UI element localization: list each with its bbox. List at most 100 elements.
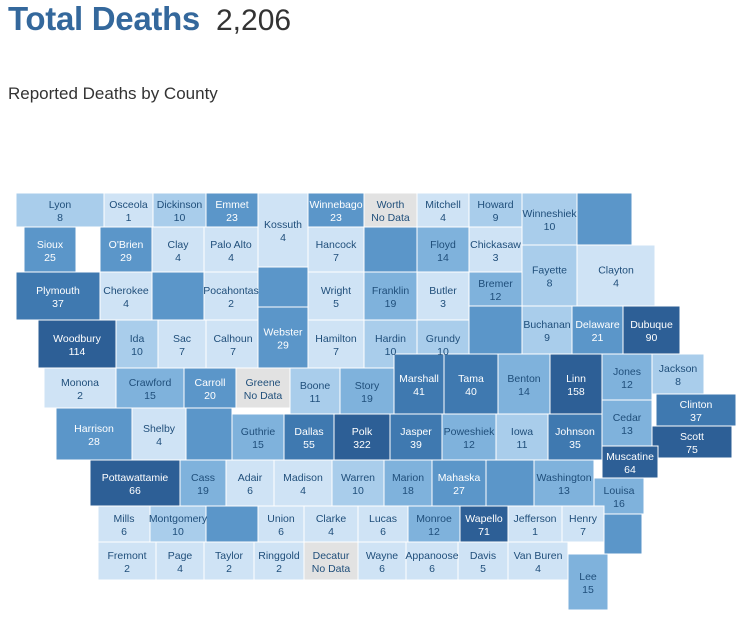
county-label-dubuque: Dubuque — [630, 319, 673, 331]
county-label-tama: Tama — [458, 373, 484, 385]
county-value-hancock: 7 — [333, 252, 339, 264]
county-label-benton: Benton — [507, 373, 540, 385]
county-keokuk[interactable] — [485, 459, 535, 507]
county-cedar[interactable] — [601, 399, 653, 447]
county-label-fayette: Fayette — [532, 265, 567, 277]
county-label-decatur: Decatur — [313, 550, 350, 562]
county-chickasaw[interactable] — [468, 226, 523, 274]
county-black-hawk[interactable] — [468, 305, 523, 355]
county-cerro-gordo[interactable] — [363, 226, 418, 274]
county-mitchell[interactable] — [416, 192, 470, 228]
county-monona[interactable] — [43, 367, 117, 409]
county-wright[interactable] — [307, 271, 365, 321]
county-label-hancock: Hancock — [316, 239, 358, 251]
county-van-buren[interactable] — [507, 541, 569, 581]
county-des-moines[interactable] — [603, 513, 643, 555]
total-deaths-value: 2,206 — [215, 4, 292, 37]
county-union[interactable] — [257, 505, 305, 543]
county-johnson[interactable] — [547, 413, 603, 461]
county-pocahontas[interactable] — [203, 271, 259, 321]
county-pottawattamie[interactable] — [89, 459, 181, 507]
county-value-carroll: 20 — [204, 390, 216, 402]
county-label-cherokee: Cherokee — [103, 285, 149, 297]
county-delaware[interactable] — [571, 305, 624, 355]
county-audubon[interactable] — [185, 407, 233, 461]
county-sioux[interactable] — [23, 226, 77, 274]
county-boone[interactable] — [289, 367, 341, 415]
county-fremont[interactable] — [97, 541, 157, 581]
county-decatur[interactable] — [303, 541, 359, 581]
county-marion[interactable] — [383, 459, 433, 507]
county-lucas[interactable] — [357, 505, 409, 543]
county-kossuth[interactable] — [257, 192, 309, 268]
county-label-ringgold: Ringgold — [258, 550, 300, 562]
county-label-marion: Marion — [392, 472, 424, 484]
county-adams[interactable] — [205, 505, 259, 543]
county-lee[interactable] — [567, 553, 609, 611]
county-winneshiek[interactable] — [521, 192, 578, 246]
county-value-hamilton: 7 — [333, 346, 339, 358]
county-label-cass: Cass — [191, 472, 215, 484]
county-label-johnson: Johnson — [555, 426, 595, 438]
county-franklin[interactable] — [363, 271, 418, 321]
county-shelby[interactable] — [131, 407, 187, 461]
county-dallas[interactable] — [283, 413, 335, 461]
county-clarke[interactable] — [303, 505, 359, 543]
county-marshall[interactable] — [393, 353, 445, 415]
county-jones[interactable] — [601, 353, 653, 401]
county-scott[interactable] — [651, 425, 733, 459]
county-value-johnson: 35 — [569, 439, 581, 451]
county-value-appanoose: 6 — [429, 563, 435, 575]
county-sac[interactable] — [157, 319, 207, 369]
county-value-cass: 19 — [197, 485, 209, 497]
county-ringgold[interactable] — [253, 541, 305, 581]
county-label-fremont: Fremont — [107, 550, 146, 562]
county-value-clay: 4 — [175, 252, 181, 264]
county-label-muscatine: Muscatine — [606, 451, 654, 463]
county-value-crawford: 15 — [144, 390, 156, 402]
county-webster[interactable] — [257, 306, 309, 369]
county-buena-vista[interactable] — [151, 271, 205, 321]
county-poweshiek[interactable] — [441, 413, 497, 461]
county-label-worth: Worth — [377, 199, 405, 211]
county-value-greene: No Data — [244, 390, 283, 402]
county-value-adair: 6 — [247, 485, 253, 497]
county-label-jefferson: Jefferson — [514, 513, 557, 525]
county-cass[interactable] — [179, 459, 227, 507]
county-dubuque[interactable] — [622, 305, 681, 355]
county-warren[interactable] — [331, 459, 385, 507]
county-jackson[interactable] — [651, 353, 705, 395]
county-wayne[interactable] — [357, 541, 407, 581]
county-adair[interactable] — [225, 459, 275, 507]
county-iowa[interactable] — [495, 413, 549, 461]
county-label-lyon: Lyon — [49, 199, 72, 211]
page-title: Total Deaths — [8, 0, 200, 37]
county-label-guthrie: Guthrie — [241, 426, 276, 438]
county-calhoun[interactable] — [205, 319, 261, 369]
county-muscatine[interactable] — [601, 445, 659, 479]
county-greene[interactable] — [235, 367, 291, 409]
county-humboldt[interactable] — [257, 266, 309, 308]
county-label-jones: Jones — [613, 366, 641, 378]
county-osceola[interactable] — [103, 192, 154, 228]
county-cherokee[interactable] — [99, 271, 153, 321]
county-value-fremont: 2 — [124, 563, 130, 575]
county-washington[interactable] — [533, 459, 595, 507]
county-polk[interactable] — [333, 413, 391, 461]
county-value-decatur: No Data — [312, 563, 351, 575]
county-henry[interactable] — [561, 505, 605, 543]
county-clayton[interactable] — [576, 244, 656, 307]
county-dickinson[interactable] — [152, 192, 207, 228]
county-allamakee[interactable] — [576, 192, 633, 246]
county-floyd[interactable] — [416, 226, 470, 274]
county-value-worth: No Data — [371, 212, 410, 224]
county-appanoose[interactable] — [405, 541, 459, 581]
county-taylor[interactable] — [203, 541, 255, 581]
county-guthrie[interactable] — [231, 413, 285, 461]
county-value-o-brien: 29 — [120, 252, 132, 264]
county-value-warren: 10 — [352, 485, 364, 497]
county-ida[interactable] — [115, 319, 159, 369]
county-label-greene: Greene — [245, 377, 280, 389]
county-value-madison: 4 — [300, 485, 306, 497]
county-linn[interactable] — [549, 353, 603, 415]
